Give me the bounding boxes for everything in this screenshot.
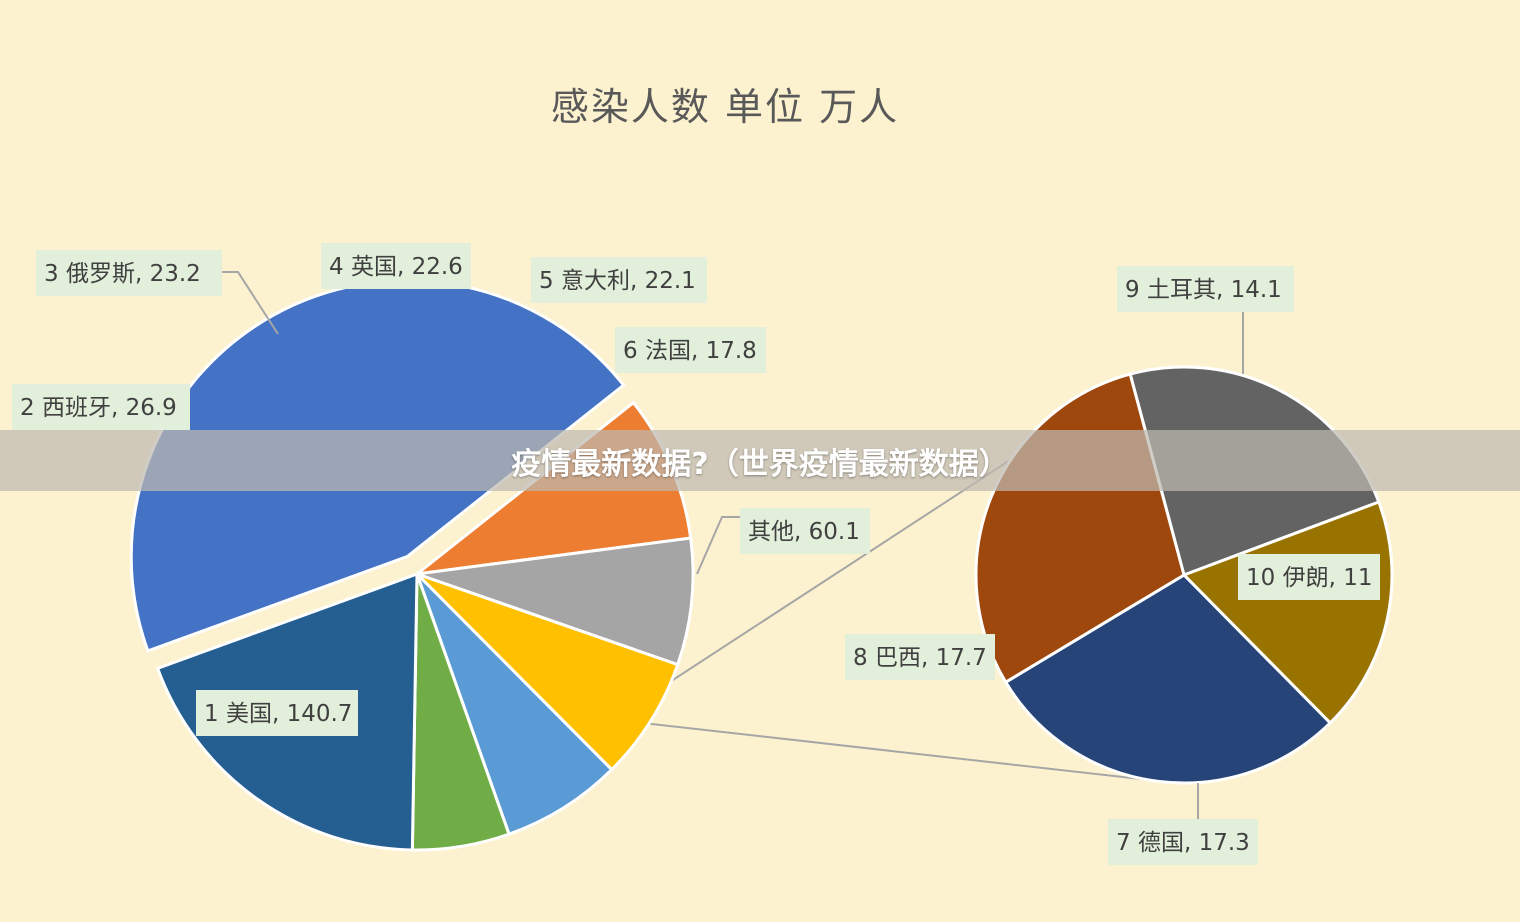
data-label-box [615,327,766,373]
main-pie-slice [415,572,680,772]
data-label-box [1117,266,1294,312]
main-slice-label: 3 俄罗斯, 23.2 [44,261,201,287]
watermark-text: 疫情最新数据?（世界疫情最新数据） [511,446,1009,482]
secondary-slice-label: 9 土耳其, 14.1 [1125,277,1282,303]
leader-line [222,271,279,335]
secondary-slice-label: 8 巴西, 17.7 [853,645,987,671]
main-slice-label: 5 意大利, 22.1 [539,268,696,294]
secondary-slice-label: 10 伊朗, 11 [1246,565,1372,591]
data-label-box [196,690,358,736]
main-slice-label: 其他, 60.1 [748,519,860,545]
main-slice-label: 2 西班牙, 26.9 [20,395,177,421]
secondary-slice-label: 7 德国, 17.3 [1116,830,1250,856]
main-slice-label: 4 英国, 22.6 [329,254,463,280]
leader-line [696,516,740,575]
data-label-box [1238,554,1380,600]
main-pie-slice [415,572,614,837]
main-slice-label: 1 美国, 140.7 [204,701,352,727]
data-label-box [740,508,870,554]
watermark-banner: 疫情最新数据?（世界疫情最新数据） [0,430,1520,491]
data-label-box [321,243,471,289]
data-label-box [531,257,707,303]
main-slice-label: 6 法国, 17.8 [623,338,757,364]
data-label-box [36,250,222,296]
main-pie-slice [416,536,695,667]
data-label-box [1108,819,1258,865]
data-label-box [12,384,190,430]
secondary-pie-slice [1003,573,1333,785]
data-label-box [845,634,995,680]
chart-title: 感染人数 单位 万人 [550,85,900,129]
